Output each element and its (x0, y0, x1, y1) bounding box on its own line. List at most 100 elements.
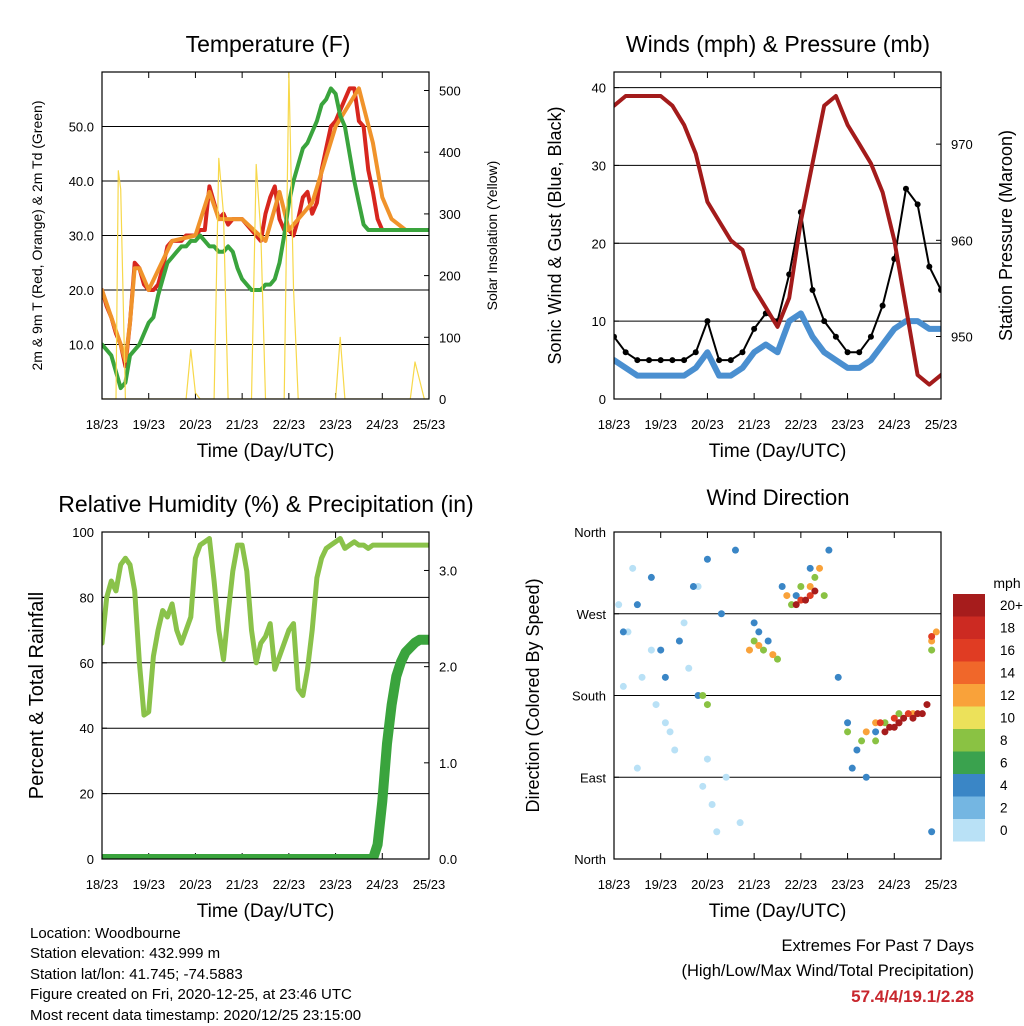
direction-point (890, 714, 898, 722)
direction-point (619, 628, 627, 636)
direction-point (703, 555, 711, 563)
gust-point (809, 287, 816, 293)
direction-point (923, 701, 931, 709)
x-tick-label: 25/23 (413, 417, 446, 432)
plot-frame (101, 71, 430, 400)
series-line-2 (102, 634, 429, 859)
direction-point (881, 728, 889, 736)
chart-panel-3: Relative Humidity (%) & Precipitation (i… (26, 491, 474, 922)
direction-point (778, 583, 786, 590)
x-tick-label: 23/23 (319, 417, 352, 432)
direction-point (666, 728, 674, 736)
x-tick-label: 24/23 (878, 417, 911, 432)
x-tick-label: 19/23 (644, 417, 677, 432)
y-tick-label: 0 (599, 392, 606, 407)
y2-tick-label: 300 (439, 207, 461, 222)
direction-point (928, 646, 936, 654)
y2-axis-label: Solar Insolation (Yellow) (484, 161, 500, 311)
direction-point (703, 701, 711, 709)
y2-tick-label: 970 (951, 137, 973, 152)
info-elevation: Station elevation: 432.999 m (30, 945, 221, 963)
direction-point (764, 637, 772, 645)
y-tick-label: 20 (80, 787, 94, 802)
gust-point (614, 333, 617, 340)
y-tick-label: 40 (80, 721, 94, 736)
x-tick-label: 24/23 (366, 877, 399, 892)
direction-point (685, 664, 693, 672)
direction-point (750, 619, 758, 627)
x-tick-label: 19/23 (132, 877, 165, 892)
station-info: Location: Woodbourne Station elevation: … (30, 924, 361, 1026)
legend-label: 12 (1000, 688, 1015, 703)
extremes-subtitle: (High/Low/Max Wind/Total Precipitation) (681, 962, 974, 980)
info-created: Figure created on Fri, 2020-12-25, at 23… (30, 986, 352, 1004)
x-tick-label: 24/23 (878, 877, 911, 892)
direction-point (774, 655, 781, 663)
direction-point (802, 596, 810, 604)
direction-point (629, 564, 637, 572)
y2-tick-label: 3.0 (439, 563, 457, 578)
x-tick-label: 24/23 (366, 417, 399, 432)
direction-point (638, 673, 646, 681)
gust-point (867, 333, 874, 340)
y-tick-label: East (580, 770, 606, 785)
direction-point (872, 728, 880, 736)
y-tick-label: West (577, 607, 607, 622)
direction-point (680, 619, 688, 627)
direction-point (909, 714, 917, 722)
legend-swatch (953, 774, 985, 797)
direction-point (844, 719, 852, 727)
x-tick-label: 23/23 (831, 877, 864, 892)
direction-point (731, 546, 739, 554)
y2-tick-label: 0.0 (439, 852, 457, 867)
direction-point (904, 710, 912, 718)
direction-point (806, 583, 814, 590)
x-tick-label: 19/23 (644, 877, 677, 892)
y-tick-label: 10 (592, 314, 606, 329)
direction-point (769, 651, 777, 659)
series-line-1 (614, 310, 941, 379)
direction-point (652, 701, 660, 709)
y2-tick-label: 1.0 (439, 756, 457, 771)
legend-label: 6 (1000, 756, 1008, 771)
direction-point (928, 632, 936, 640)
y-tick-label: 0 (87, 852, 94, 867)
direction-point (699, 692, 707, 699)
direction-point (895, 710, 903, 718)
y-axis-label: 2m & 9m T (Red, Orange) & 2m Td (Green) (29, 101, 45, 371)
direction-point (647, 573, 655, 581)
direction-point (759, 646, 767, 654)
y2-tick-label: 950 (951, 329, 973, 344)
x-tick-label: 18/23 (598, 417, 631, 432)
direction-point (853, 746, 861, 754)
legend-swatch (953, 661, 985, 684)
direction-point (872, 737, 880, 745)
y-tick-label: 100 (72, 525, 94, 540)
info-latlon: Station lat/lon: 41.745; -74.5883 (30, 965, 243, 983)
gust-point (914, 201, 921, 208)
gust-point (716, 357, 723, 364)
legend-label: 2 (1000, 801, 1008, 816)
direction-point (675, 637, 683, 645)
y-tick-label: North (574, 525, 606, 540)
plot-area (614, 94, 941, 387)
gust-point (879, 302, 886, 309)
direction-point (811, 573, 819, 581)
gust-point (646, 357, 653, 364)
direction-point (792, 592, 800, 600)
x-axis-label: Time (Day/UTC) (709, 901, 847, 922)
plot-area (615, 546, 940, 836)
y2-tick-label: 0 (439, 392, 446, 407)
direction-point (806, 564, 814, 572)
direction-point (862, 773, 870, 781)
extremes-values: 57.4/4/19.1/2.28 (851, 987, 974, 1006)
direction-point (708, 801, 716, 808)
x-tick-label: 19/23 (132, 417, 165, 432)
direction-point (699, 782, 707, 790)
y-tick-label: North (574, 852, 606, 867)
direction-point (689, 583, 697, 590)
gust-point (832, 333, 839, 340)
gust-point (622, 349, 629, 356)
extremes-panel: Extremes For Past 7 Days (High/Low/Max W… (681, 934, 974, 1009)
legend-label: 18 (1000, 621, 1015, 636)
